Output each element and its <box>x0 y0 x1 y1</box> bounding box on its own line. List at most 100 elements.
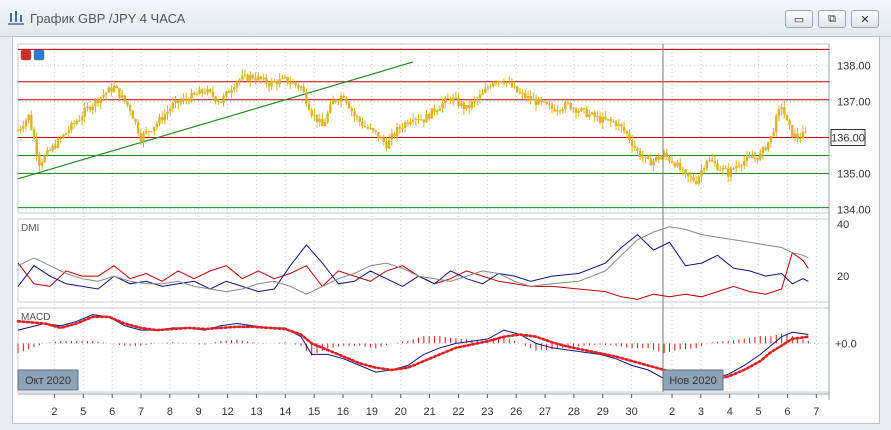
candle-body <box>387 139 391 149</box>
candle-body <box>759 153 762 160</box>
candle-body <box>769 135 773 142</box>
candle-body <box>670 161 674 163</box>
candle-body <box>64 133 68 135</box>
candle-body <box>27 114 30 121</box>
restore-icon: ⧉ <box>828 12 836 25</box>
candle-body <box>598 116 602 123</box>
candle-body <box>214 96 217 102</box>
dmi-tick-label: 40 <box>837 219 849 231</box>
candle-body <box>489 86 492 88</box>
dmi-tick-label: 20 <box>837 271 849 283</box>
candle-body <box>358 117 361 122</box>
candle-body <box>791 125 794 138</box>
candle-body <box>398 127 402 129</box>
candle-body <box>374 130 377 132</box>
candle-body <box>241 75 244 80</box>
candle-body <box>150 131 153 133</box>
candle-body <box>182 98 185 102</box>
candle-body <box>753 157 757 159</box>
candle-body <box>136 122 140 134</box>
x-tick-label: 26 <box>510 406 522 418</box>
candle-body <box>473 99 476 102</box>
candle-body <box>382 137 385 143</box>
candle-body <box>30 114 33 130</box>
candle-body <box>297 85 300 88</box>
candle-body <box>144 130 148 134</box>
candle-body <box>516 86 519 93</box>
candle-body <box>425 114 428 123</box>
candle-body <box>377 131 380 139</box>
candle-body <box>427 114 431 119</box>
candle-body <box>201 89 204 93</box>
candle-body <box>243 74 247 76</box>
candle-body <box>363 125 367 128</box>
candle-body <box>307 103 311 110</box>
candle-body <box>783 107 786 115</box>
candle-body <box>761 147 765 154</box>
candle-body <box>35 138 38 155</box>
candle-body <box>302 86 305 93</box>
candle-body <box>620 124 623 127</box>
candle-body <box>281 77 284 80</box>
candle-body <box>652 160 655 166</box>
candle-body <box>235 81 239 88</box>
candle-body <box>577 111 580 113</box>
minimize-button[interactable]: ▭ <box>785 10 813 28</box>
candle-body <box>494 81 498 83</box>
candle-body <box>88 106 92 111</box>
restore-button[interactable]: ⧉ <box>818 10 846 28</box>
candle-body <box>785 114 789 121</box>
candle-body <box>548 103 551 105</box>
candle-body <box>564 102 567 110</box>
candle-body <box>702 168 706 170</box>
candle-body <box>505 82 508 84</box>
x-tick-label: 4 <box>727 406 733 418</box>
dmi-series-di <box>17 251 809 300</box>
candle-body <box>609 119 612 122</box>
candle-body <box>265 77 268 84</box>
candle-body <box>681 169 685 171</box>
x-tick-label: 6 <box>109 406 115 418</box>
candle-body <box>259 76 263 80</box>
candle-body <box>185 98 188 100</box>
candle-body <box>217 101 220 103</box>
dmi-label: DMI <box>21 223 39 234</box>
candle-body <box>329 104 332 114</box>
candle-body <box>772 132 775 136</box>
candle-body <box>104 92 108 95</box>
candle-body <box>158 116 161 124</box>
candle-body <box>369 128 372 130</box>
x-tick-label: 23 <box>481 406 493 418</box>
candle-body <box>660 156 663 160</box>
close-button[interactable]: ✕ <box>851 10 879 28</box>
candle-body <box>729 168 733 177</box>
candle-body <box>203 92 207 94</box>
candle-body <box>419 119 423 121</box>
candle-body <box>318 119 321 123</box>
candle-body <box>529 95 532 100</box>
candle-body <box>457 97 460 106</box>
candle-body <box>118 88 121 98</box>
candle-body <box>345 97 348 103</box>
candle-body <box>705 161 709 169</box>
dmi-series-di <box>17 233 809 293</box>
candle-body <box>692 177 695 181</box>
candle-body <box>355 116 359 118</box>
candle-body <box>697 176 701 184</box>
x-tick-label: 7 <box>138 406 144 418</box>
candle-body <box>86 106 89 109</box>
x-tick-label: 9 <box>196 406 202 418</box>
candle-body <box>40 162 44 166</box>
candle-body <box>326 113 329 122</box>
candle-body <box>604 116 607 120</box>
candle-body <box>767 141 770 150</box>
candle-body <box>209 89 212 92</box>
candle-body <box>179 101 183 104</box>
candle-body <box>198 89 201 95</box>
candle-body <box>438 108 442 111</box>
date-tag-label: Нов 2020 <box>669 375 716 387</box>
candle-body <box>606 119 610 121</box>
candle-body <box>636 148 639 151</box>
candle-body <box>22 126 25 129</box>
